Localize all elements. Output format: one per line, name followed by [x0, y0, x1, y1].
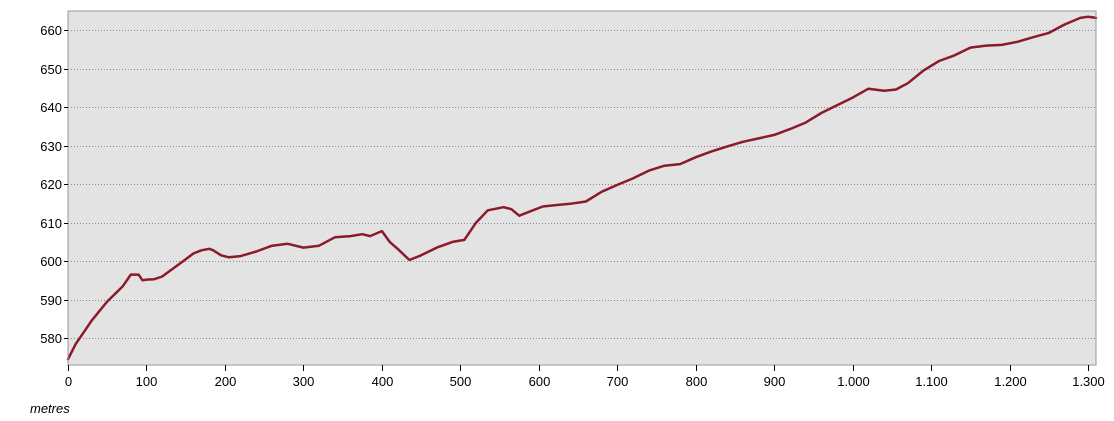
x-tick-label: 1.300: [1072, 374, 1105, 389]
y-tick-label: 630: [40, 139, 62, 154]
y-tick-label: 600: [40, 254, 62, 269]
plot-area-background: [68, 11, 1096, 365]
x-tick-label: 1.200: [994, 374, 1027, 389]
x-tick-label: 1.000: [837, 374, 870, 389]
x-tick-label: 600: [529, 374, 551, 389]
x-tick-label: 300: [293, 374, 315, 389]
x-tick-label: 0: [65, 374, 72, 389]
y-tick-label: 650: [40, 62, 62, 77]
y-axis: 580 590 600 610 620 630 640 650 660: [40, 23, 68, 346]
x-tick-label: 700: [607, 374, 629, 389]
y-tick-label: 580: [40, 331, 62, 346]
series-layer: [66, 15, 1098, 361]
x-axis: 0 100 200 300 400 500 600 700 800 900 1.000 1.100 1.…: [65, 365, 1105, 389]
x-tick-label: 100: [136, 374, 158, 389]
x-tick-label: 1.100: [915, 374, 948, 389]
x-tick-label: 400: [372, 374, 394, 389]
x-tick-label: 800: [686, 374, 708, 389]
x-axis-label: metres: [30, 401, 70, 416]
gridlines: [68, 30, 1096, 339]
x-tick-label: 200: [215, 374, 237, 389]
y-tick-label: 610: [40, 216, 62, 231]
elevation-line: [66, 15, 1098, 361]
y-tick-label: 620: [40, 177, 62, 192]
y-tick-label: 590: [40, 293, 62, 308]
x-tick-label: 900: [764, 374, 786, 389]
y-tick-label: 660: [40, 23, 62, 38]
x-tick-label: 500: [450, 374, 472, 389]
y-tick-label: 640: [40, 100, 62, 115]
plot-area-frame: [67, 10, 1097, 366]
